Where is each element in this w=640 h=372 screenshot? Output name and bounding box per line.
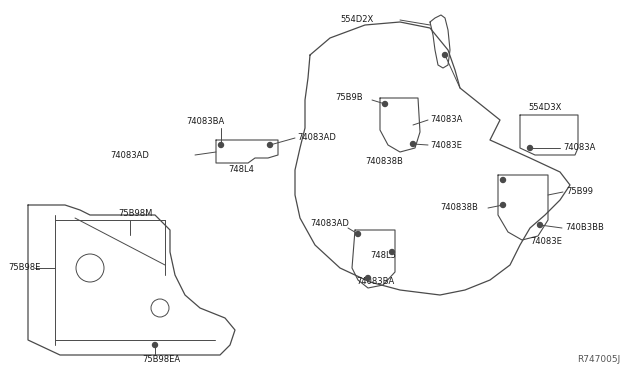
Text: 74083E: 74083E bbox=[430, 141, 462, 150]
Text: 74083A: 74083A bbox=[430, 115, 462, 125]
Text: 740838B: 740838B bbox=[365, 157, 403, 167]
Circle shape bbox=[365, 276, 371, 280]
Text: 74083A: 74083A bbox=[563, 144, 595, 153]
Circle shape bbox=[390, 250, 394, 254]
Text: 75B9B: 75B9B bbox=[335, 93, 363, 103]
Text: 74083AD: 74083AD bbox=[297, 134, 336, 142]
Text: 74083BA: 74083BA bbox=[186, 118, 224, 126]
Circle shape bbox=[538, 222, 543, 228]
Text: 748L5: 748L5 bbox=[370, 250, 396, 260]
Circle shape bbox=[218, 142, 223, 148]
Text: 75B98M: 75B98M bbox=[118, 209, 152, 218]
Text: 740B3BB: 740B3BB bbox=[565, 224, 604, 232]
Text: R747005J: R747005J bbox=[577, 355, 620, 364]
Text: 74083AD: 74083AD bbox=[110, 151, 149, 160]
Text: 74083E: 74083E bbox=[530, 237, 562, 247]
Text: 74083AD: 74083AD bbox=[310, 219, 349, 228]
Circle shape bbox=[527, 145, 532, 151]
Circle shape bbox=[383, 102, 387, 106]
Text: 75B98EA: 75B98EA bbox=[142, 356, 180, 365]
Text: 74083BA: 74083BA bbox=[356, 278, 394, 286]
Text: 748L4: 748L4 bbox=[228, 166, 254, 174]
Circle shape bbox=[268, 142, 273, 148]
Text: 75B99: 75B99 bbox=[566, 187, 593, 196]
Circle shape bbox=[410, 141, 415, 147]
Circle shape bbox=[152, 343, 157, 347]
Text: 554D3X: 554D3X bbox=[528, 103, 561, 112]
Circle shape bbox=[500, 177, 506, 183]
Circle shape bbox=[500, 202, 506, 208]
Text: 554D2X: 554D2X bbox=[340, 15, 373, 23]
Text: 75B98E: 75B98E bbox=[8, 263, 40, 273]
Circle shape bbox=[355, 231, 360, 237]
Text: 740838B: 740838B bbox=[440, 202, 478, 212]
Circle shape bbox=[442, 52, 447, 58]
